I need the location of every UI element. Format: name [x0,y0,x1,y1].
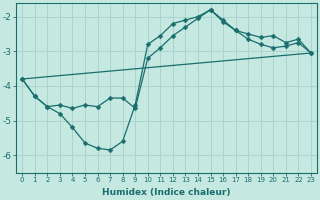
X-axis label: Humidex (Indice chaleur): Humidex (Indice chaleur) [102,188,231,197]
